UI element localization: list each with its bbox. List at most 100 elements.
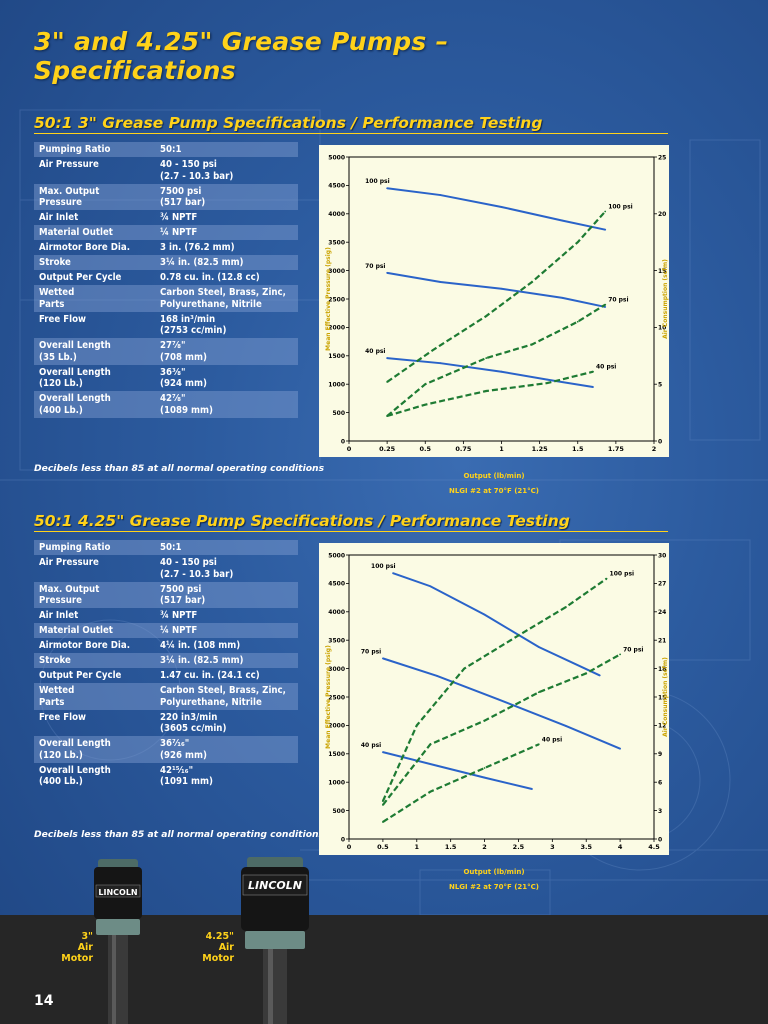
x-tick-label: 0.75	[455, 445, 472, 453]
y2-tick-label: 27	[658, 581, 666, 588]
air-series-label: 40 psi	[596, 364, 616, 371]
spec-row: Pumping Ratio 50:1	[34, 142, 298, 157]
spec-label: Max. Output Pressure	[39, 186, 160, 209]
spec-label-line: Material Outlet	[39, 625, 113, 636]
spec-value-line: 0.78 cu. in. (12.8 cc)	[160, 272, 260, 283]
pressure-point	[561, 219, 564, 222]
spec-label-line: Free Flow	[39, 711, 87, 723]
y-tick-label: 1000	[328, 780, 345, 787]
air-point	[415, 724, 418, 727]
spec-label-line: Pumping Ratio	[39, 144, 111, 155]
brand-logo-text: LINCOLN	[248, 879, 302, 892]
y-tick-label: 1000	[328, 382, 345, 389]
chart-caption-425in: Output (lb/min) NLGI #2 at 70°F (21°C)	[319, 868, 669, 891]
spec-value: Carbon Steel, Brass, Zinc, Polyurethane, …	[160, 685, 298, 708]
y-tick-label: 4500	[328, 183, 345, 190]
air-motor-3in-image: LINCOLN	[94, 859, 142, 1024]
pressure-point	[439, 362, 442, 365]
air-point	[546, 382, 549, 384]
spec-value-line: (2.7 - 10.3 bar)	[160, 170, 234, 182]
page-title: 3" and 4.25" Grease Pumps – Specificatio…	[34, 27, 448, 85]
x-tick-label: 1	[499, 445, 504, 453]
spec-label-line: Free Flow	[39, 313, 87, 325]
spec-value-line: Polyurethane, Nitrile	[160, 696, 262, 708]
air-line-70-psi	[382, 653, 621, 806]
y-tick-label: 500	[332, 808, 345, 815]
pressure-point	[439, 281, 442, 283]
spec-label-line: Air Pressure	[39, 159, 99, 170]
spec-value: 42⅞" (1089 mm)	[160, 393, 298, 416]
motor-word-motor: Motor	[202, 953, 234, 964]
x-tick-label: 1.5	[445, 843, 457, 851]
air-point	[429, 743, 432, 746]
x-tick-label: 2	[482, 843, 487, 851]
spec-value-line: (3605 cc/min)	[160, 723, 227, 734]
air-point	[483, 719, 486, 722]
spec-value: 220 in3/min (3605 cc/min)	[160, 712, 298, 735]
performance-chart-3in: 0 0.25 0.5 0.75 1 1.25 1.5 1.75 2 0 500 1000 1500 200…	[319, 145, 669, 457]
y-axis-label: Mean Effective Pressure (psig)	[325, 645, 332, 749]
x-tick-label: 3.5	[580, 843, 592, 851]
spec-value-line: 3¼ in. (82.5 mm)	[160, 655, 244, 666]
pressure-point	[381, 657, 384, 660]
pressure-point	[561, 296, 564, 299]
pressure-point	[531, 788, 533, 790]
air-point	[605, 577, 608, 580]
spec-label-line: Wetted	[39, 685, 75, 696]
x-tick-label: 4	[618, 843, 623, 851]
spec-value-line: (517 bar)	[160, 595, 206, 606]
y2-tick-label: 0	[658, 836, 662, 843]
y-tick-label: 4000	[328, 609, 345, 616]
spec-row: Wetted Parts Carbon Steel, Brass, Zinc, Pol…	[34, 683, 298, 710]
spec-label-line: Pumping Ratio	[39, 542, 111, 553]
spec-value-line: (708 mm)	[160, 351, 207, 363]
pressure-series-label: 40 psi	[361, 742, 381, 749]
spec-value-line: ¾ NPTF	[160, 610, 198, 621]
spec-value-line: 4¼ in. (108 mm)	[160, 640, 241, 651]
air-series-label: 100 psi	[610, 571, 635, 578]
chart-svg-425in: 0 0.5 1 1.5 2 2.5 3 3.5 4 4.505001000150020002500…	[319, 543, 669, 855]
spec-value-line: (924 mm)	[160, 378, 207, 389]
air-point	[585, 672, 588, 675]
spec-value: 3 in. (76.2 mm)	[160, 242, 298, 254]
spec-label-line: Overall Length	[39, 393, 111, 404]
spec-label-line: Parts	[39, 298, 65, 310]
spec-label-line: Stroke	[39, 257, 71, 268]
spec-label-line: Parts	[39, 696, 65, 708]
x-tick-label: 1.75	[608, 445, 625, 453]
spec-value: 3¼ in. (82.5 mm)	[160, 655, 298, 667]
spec-row: Free Flow 168 in³/min (2753 cc/min)	[34, 312, 298, 339]
spec-value: 7500 psi (517 bar)	[160, 186, 298, 209]
spec-value-line: 42¹⁵⁄₁₆"	[160, 764, 194, 776]
spec-value: 42¹⁵⁄₁₆" (1091 mm)	[160, 765, 298, 788]
spec-label: Airmotor Bore Dia.	[39, 640, 160, 652]
spec-value: ¼ NPTF	[160, 625, 298, 637]
chart-svg-3in: 0 0.25 0.5 0.75 1 1.25 1.5 1.75 2050010001500200…	[319, 145, 669, 457]
spec-label: Output Per Cycle	[39, 272, 160, 284]
y2-axis-label: Air Consumption (scfm)	[662, 657, 669, 737]
y2-tick-label: 30	[658, 552, 666, 559]
spec-value: Carbon Steel, Brass, Zinc, Polyurethane, …	[160, 287, 298, 310]
spec-value-line: 36⁷⁄₁₆"	[160, 738, 190, 749]
x-tick-label: 0.5	[377, 843, 389, 851]
spec-value-line: (2.7 - 10.3 bar)	[160, 568, 234, 580]
spec-value-line: (2753 cc/min)	[160, 325, 227, 336]
spec-value: 7500 psi (517 bar)	[160, 584, 298, 607]
y2-axis-label: Air Consumption (scfm)	[662, 259, 669, 339]
motor-label-3in: 3" Air Motor	[45, 931, 93, 964]
y2-tick-label: 6	[658, 780, 662, 787]
y2-tick-label: 12	[658, 723, 666, 730]
air-point	[386, 415, 389, 417]
spec-value: 168 in³/min (2753 cc/min)	[160, 314, 298, 337]
test-condition: NLGI #2 at 70°F (21°C)	[448, 883, 540, 891]
spec-value-line: 36⅜"	[160, 366, 186, 378]
air-point	[576, 320, 579, 323]
brand-logo-text: LINCOLN	[98, 888, 137, 897]
spec-label-line: Overall Length	[39, 738, 111, 749]
y2-tick-label: 20	[658, 211, 666, 218]
spec-label-line: Airmotor Bore Dia.	[39, 640, 130, 651]
air-point	[381, 804, 384, 806]
spec-label-line: Air Inlet	[39, 212, 79, 223]
air-line-100-psi	[381, 577, 608, 802]
spec-label-line: Material Outlet	[39, 227, 113, 238]
